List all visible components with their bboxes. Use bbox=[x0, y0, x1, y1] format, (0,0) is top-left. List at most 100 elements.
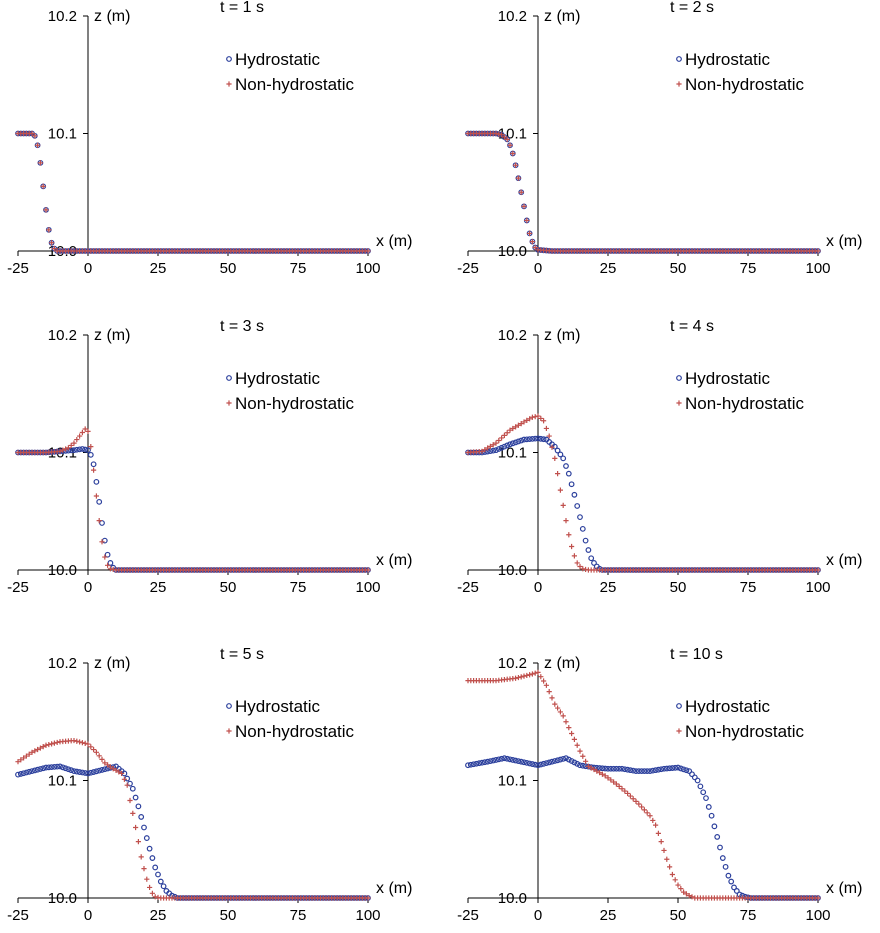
x-tick-label: 50 bbox=[220, 579, 237, 596]
data-point bbox=[733, 888, 740, 894]
data-point bbox=[630, 767, 637, 774]
data-point bbox=[563, 719, 569, 725]
data-point bbox=[40, 765, 47, 772]
panel-title: t = 2 s bbox=[670, 0, 714, 16]
y-tick-label: 10.1 bbox=[498, 773, 527, 790]
data-point bbox=[565, 756, 572, 763]
data-point bbox=[129, 785, 136, 792]
data-point bbox=[653, 822, 659, 828]
data-point bbox=[45, 764, 52, 771]
data-point bbox=[658, 766, 665, 773]
legend: Hydrostatic Non-hydrostatic bbox=[676, 369, 805, 413]
data-point bbox=[85, 741, 91, 747]
data-point bbox=[557, 709, 563, 715]
data-point bbox=[146, 845, 153, 852]
data-point bbox=[664, 856, 670, 862]
data-point bbox=[34, 766, 41, 773]
legend-label: Non-hydrostatic bbox=[235, 75, 355, 94]
data-point bbox=[677, 765, 684, 772]
data-point bbox=[510, 425, 516, 432]
y-axis-label: z (m) bbox=[544, 655, 580, 672]
x-tick-label: 75 bbox=[740, 907, 757, 924]
data-point bbox=[495, 756, 502, 763]
data-point bbox=[672, 764, 679, 771]
data-point bbox=[82, 740, 88, 746]
data-point bbox=[571, 759, 578, 766]
data-point bbox=[138, 854, 144, 860]
data-point bbox=[563, 463, 569, 469]
data-point bbox=[116, 769, 122, 775]
x-tick-label: 75 bbox=[740, 579, 757, 596]
data-point bbox=[535, 762, 541, 769]
data-point bbox=[509, 440, 516, 447]
data-point bbox=[630, 796, 636, 802]
data-point bbox=[655, 830, 661, 836]
data-point bbox=[132, 794, 139, 801]
data-point bbox=[504, 430, 510, 436]
data-point bbox=[731, 884, 737, 891]
legend-label: Non-hydrostatic bbox=[685, 722, 805, 741]
x-tick-label: -25 bbox=[457, 260, 479, 277]
legend: Hydrostatic Non-hydrostatic bbox=[226, 369, 355, 413]
x-tick-label: 75 bbox=[740, 260, 757, 277]
data-point bbox=[96, 767, 103, 774]
data-point bbox=[540, 436, 547, 443]
data-point bbox=[616, 783, 622, 789]
data-point bbox=[124, 775, 131, 782]
data-point bbox=[65, 766, 72, 773]
data-point bbox=[91, 746, 97, 753]
legend-plus-marker bbox=[226, 400, 232, 406]
data-point bbox=[37, 160, 43, 166]
data-point bbox=[37, 766, 44, 772]
legend-label: Non-hydrostatic bbox=[235, 394, 355, 413]
legend-label: Hydrostatic bbox=[235, 697, 321, 716]
data-point bbox=[476, 760, 483, 767]
data-point bbox=[46, 741, 52, 748]
data-point bbox=[54, 739, 60, 746]
data-point bbox=[532, 761, 539, 768]
x-axis-label: x (m) bbox=[826, 880, 862, 897]
data-point bbox=[602, 773, 608, 779]
y-tick-label: 10.2 bbox=[48, 655, 77, 672]
data-point bbox=[71, 768, 77, 774]
legend-circle-marker bbox=[226, 375, 232, 381]
x-tick-label: 100 bbox=[355, 579, 380, 596]
data-point bbox=[93, 749, 99, 755]
data-point bbox=[621, 766, 628, 773]
legend: Hydrostatic Non-hydrostatic bbox=[676, 697, 805, 741]
x-tick-label: 25 bbox=[150, 907, 167, 924]
data-point bbox=[501, 134, 507, 140]
data-point bbox=[93, 768, 100, 775]
data-point bbox=[96, 753, 102, 759]
data-point bbox=[568, 481, 575, 488]
data-point bbox=[507, 756, 513, 763]
data-point bbox=[71, 447, 77, 454]
data-point bbox=[99, 756, 105, 762]
data-point bbox=[647, 768, 653, 774]
data-point bbox=[574, 760, 581, 767]
legend-label: Non-hydrostatic bbox=[235, 722, 355, 741]
data-point bbox=[619, 786, 625, 792]
data-point bbox=[63, 446, 69, 452]
data-point bbox=[104, 551, 111, 558]
data-point bbox=[613, 781, 619, 787]
data-point bbox=[647, 813, 653, 819]
series-non-hydrostatic bbox=[15, 426, 371, 573]
x-axis-label: x (m) bbox=[376, 552, 412, 569]
data-point bbox=[59, 764, 66, 771]
data-point bbox=[490, 442, 496, 448]
data-point bbox=[610, 765, 617, 772]
data-point bbox=[524, 672, 530, 679]
data-point bbox=[697, 783, 704, 790]
x-tick-label: 0 bbox=[534, 579, 542, 596]
data-point bbox=[541, 418, 547, 424]
data-point bbox=[85, 447, 91, 454]
data-point bbox=[552, 701, 558, 707]
data-point bbox=[518, 189, 524, 195]
data-point bbox=[515, 438, 522, 445]
data-point bbox=[499, 132, 505, 138]
y-tick-label: 10.0 bbox=[48, 562, 77, 579]
data-point bbox=[498, 755, 505, 762]
chart-panel-6: -25 0 25 50 75 100 10.0 10.1 10.2 z (m) x (m) t = 1… bbox=[457, 646, 862, 924]
